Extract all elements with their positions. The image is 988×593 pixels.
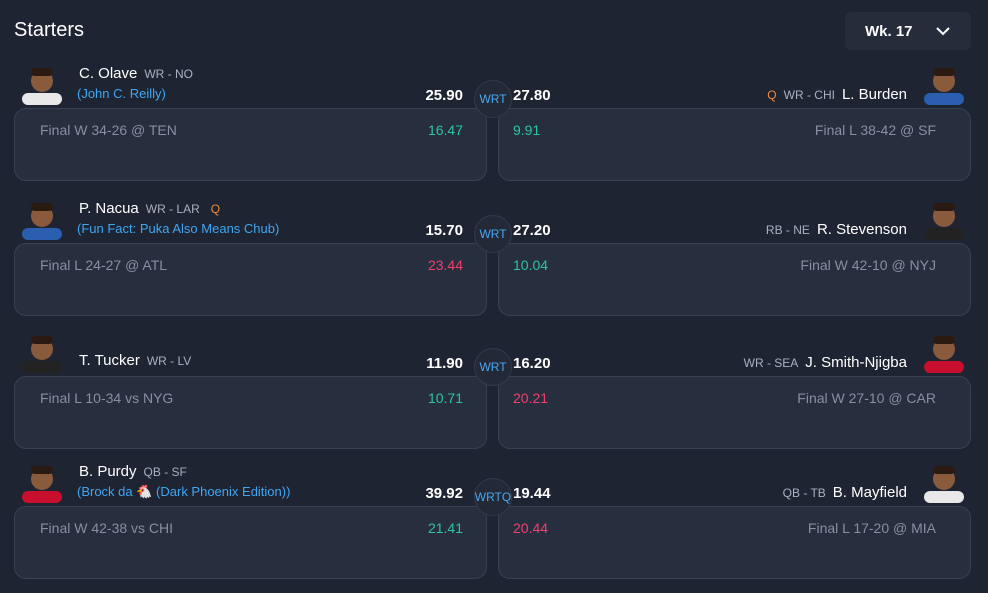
player-score: 19.44 [513, 485, 551, 502]
game-result: Final L 38-42 @ SF [814, 122, 936, 138]
player-score: 27.80 [513, 87, 551, 104]
player-projection: 20.21 [513, 390, 549, 406]
player-name[interactable]: L. Burden [841, 86, 907, 103]
player-name[interactable]: C. Olave [79, 65, 138, 82]
player-projection: 23.44 [427, 257, 463, 273]
matchup-card-left[interactable] [14, 506, 487, 579]
player-info: RB - NE R. Stevenson [766, 221, 907, 238]
player-info: P. Nacua WR - LAR Q [79, 200, 220, 217]
player-position: QB - TB [782, 486, 826, 500]
player-info: C. Olave WR - NO [79, 65, 193, 82]
player-photo [22, 68, 62, 105]
player-projection: 10.71 [427, 390, 463, 406]
week-dropdown[interactable]: Wk. 17 [845, 12, 971, 50]
chevron [936, 27, 950, 36]
game-result: Final W 34-26 @ TEN [40, 122, 177, 138]
slot-badge: WRT [474, 215, 512, 253]
player-info: WR - SEA J. Smith-Njigba [744, 354, 907, 371]
player-score: 16.20 [513, 355, 551, 372]
player-position: WR - LV [146, 354, 192, 368]
player-position: RB - NE [765, 223, 810, 237]
injury-status: Q [210, 202, 221, 216]
player-photo [924, 203, 964, 240]
matchup-card-right[interactable] [498, 376, 971, 449]
game-result: Final L 10-34 vs NYG [40, 390, 174, 406]
player-position: WR - NO [144, 67, 194, 81]
matchup-card-right[interactable] [498, 108, 971, 181]
player-name[interactable]: R. Stevenson [816, 221, 907, 238]
player-projection: 10.04 [513, 257, 549, 273]
player-photo [924, 466, 964, 503]
player-name[interactable]: J. Smith-Njigba [805, 354, 907, 371]
week-label: Wk. 17 [865, 23, 913, 40]
matchup-card-left[interactable] [14, 243, 487, 316]
player-nickname: (Brock da 🐔 (Dark Phoenix Edition)) [77, 484, 291, 499]
player-projection: 16.47 [427, 122, 463, 138]
player-info: T. Tucker WR - LV [79, 352, 191, 369]
matchup-card-right[interactable] [498, 506, 971, 579]
player-position: QB - SF [143, 465, 187, 479]
slot-badge: WRTQ [474, 478, 512, 516]
player-name[interactable]: B. Mayfield [832, 484, 907, 501]
player-projection: 21.41 [427, 520, 463, 536]
player-score: 15.70 [425, 222, 463, 239]
game-result: Final L 24-27 @ ATL [40, 257, 168, 273]
player-name[interactable]: T. Tucker [79, 352, 140, 369]
player-name[interactable]: B. Purdy [79, 463, 137, 480]
game-result: Final W 27-10 @ CAR [797, 390, 936, 406]
game-result: Final L 17-20 @ MIA [807, 520, 936, 536]
player-photo [924, 68, 964, 105]
player-info: B. Purdy QB - SF [79, 463, 187, 480]
player-photo [22, 336, 62, 373]
player-projection: 9.91 [513, 122, 541, 138]
player-score: 39.92 [425, 485, 463, 502]
player-photo [22, 466, 62, 503]
matchup-card-right[interactable] [498, 243, 971, 316]
player-position: WR - LAR [145, 202, 200, 216]
player-photo [924, 336, 964, 373]
section-title: Starters [14, 19, 85, 41]
player-nickname: (Fun Fact: Puka Also Means Chub) [77, 221, 280, 236]
injury-status: Q [767, 88, 777, 102]
player-photo [22, 203, 62, 240]
player-score: 11.90 [426, 355, 463, 372]
slot-badge: WRT [474, 80, 512, 118]
player-projection: 20.44 [513, 520, 549, 536]
player-position: WR - SEA [743, 356, 799, 370]
player-score: 25.90 [425, 87, 463, 104]
matchup-card-left[interactable] [14, 376, 487, 449]
matchup-card-left[interactable] [14, 108, 487, 181]
player-info: QB - TB B. Mayfield [783, 484, 907, 501]
player-position: WR - CHI [783, 88, 835, 102]
player-name[interactable]: P. Nacua [79, 200, 139, 217]
player-nickname: (John C. Reilly) [77, 86, 166, 101]
game-result: Final W 42-10 @ NYJ [800, 257, 936, 273]
game-result: Final W 42-38 vs CHI [40, 520, 174, 536]
player-score: 27.20 [513, 222, 551, 239]
player-info: Q WR - CHI L. Burden [767, 86, 907, 103]
slot-badge: WRT [474, 348, 512, 386]
